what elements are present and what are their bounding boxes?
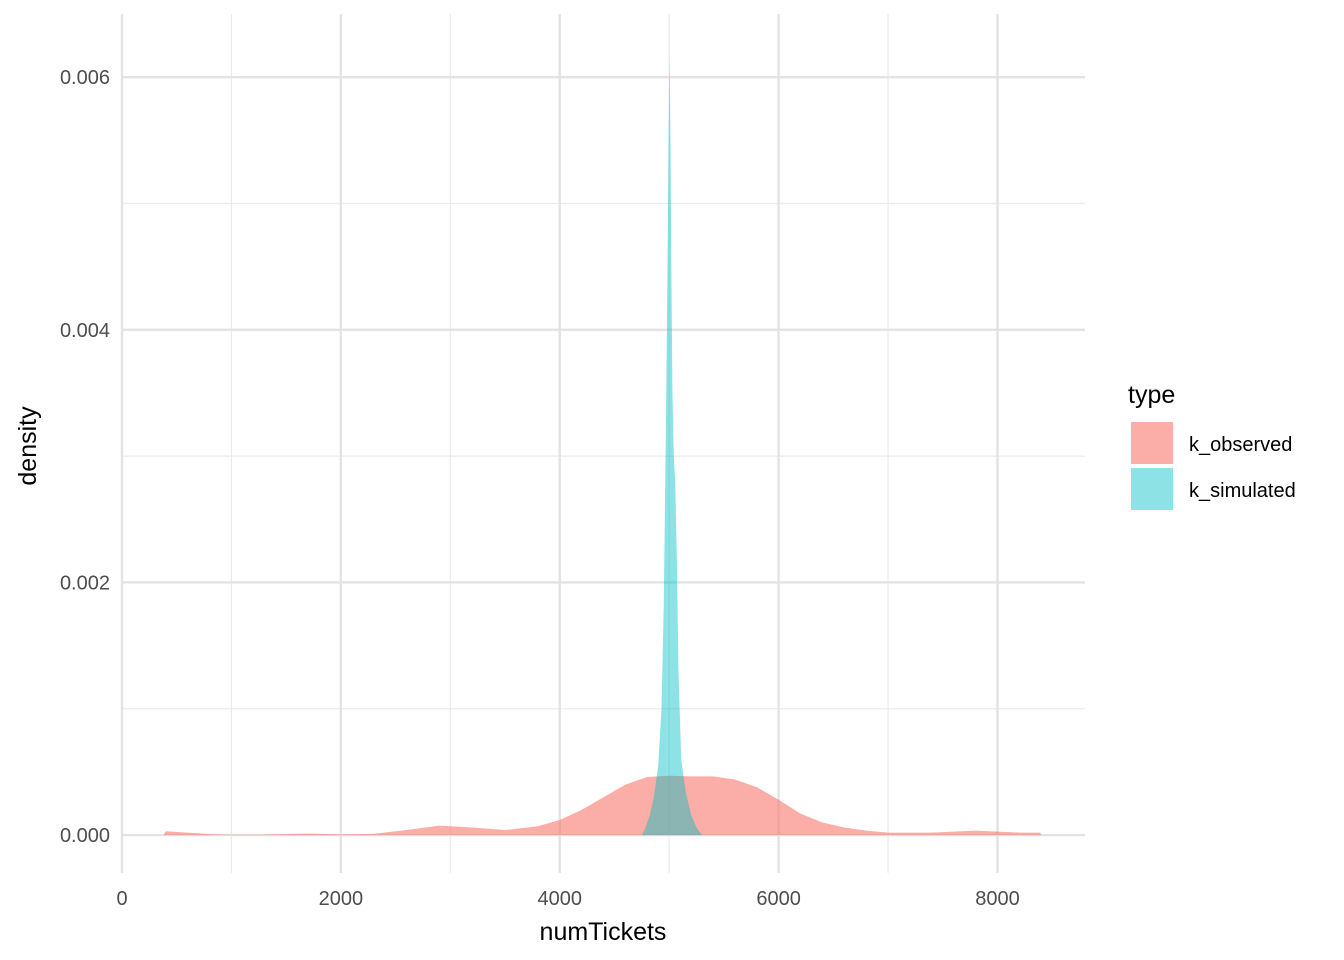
y-axis-title: density xyxy=(14,406,42,486)
x-tick-label: 2000 xyxy=(319,888,364,910)
y-tick-label: 0.000 xyxy=(60,825,110,847)
y-tick-label: 0.004 xyxy=(60,320,110,342)
legend-key-k-simulated xyxy=(1131,468,1173,510)
legend-items: k_observed k_simulated xyxy=(1131,422,1296,510)
grid-minor-lines xyxy=(122,14,1085,873)
legend-key-k-observed xyxy=(1131,422,1173,464)
x-tick-label: 4000 xyxy=(537,888,582,910)
density-areas xyxy=(163,51,1042,836)
x-tick-label: 0 xyxy=(116,888,127,910)
legend-label: k_observed xyxy=(1189,434,1292,456)
y-tick-label: 0.002 xyxy=(60,572,110,594)
y-axis-tick-labels: 0.000 0.002 0.004 0.006 xyxy=(60,67,110,847)
legend: type k_observed k_simulated xyxy=(1128,381,1296,510)
x-tick-label: 8000 xyxy=(975,888,1020,910)
grid-major-lines xyxy=(120,14,1085,873)
x-axis-tick-labels: 0 2000 4000 6000 8000 xyxy=(116,888,1019,910)
y-tick-label: 0.006 xyxy=(60,67,110,89)
legend-label: k_simulated xyxy=(1189,480,1296,502)
x-axis-title: numTickets xyxy=(540,918,667,946)
density-area-k-observed xyxy=(163,775,1042,836)
density-area-k-simulated xyxy=(641,51,702,836)
x-tick-label: 6000 xyxy=(756,888,801,910)
legend-title: type xyxy=(1128,381,1175,409)
